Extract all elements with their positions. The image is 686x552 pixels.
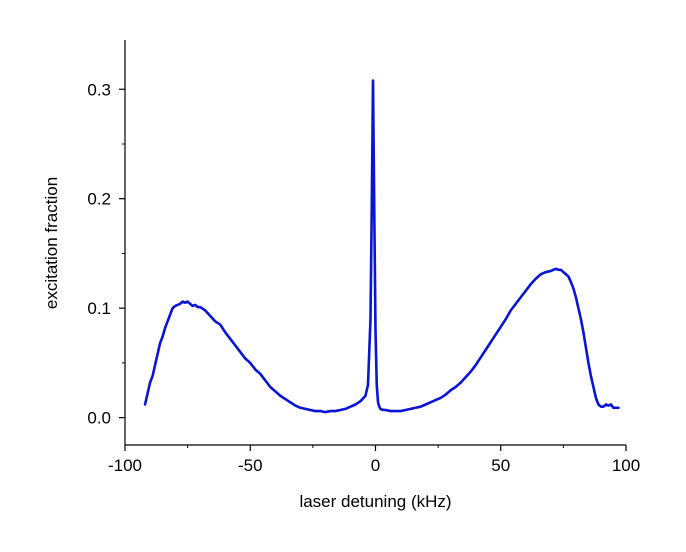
x-axis-title: laser detuning (kHz) [299, 492, 451, 511]
y-tick-label: 0.0 [87, 409, 111, 428]
x-ticks: -100 -50 0 50 100 [108, 445, 640, 475]
x-tick-label: 50 [491, 456, 510, 475]
y-tick-label: 0.2 [87, 190, 111, 209]
y-ticks: 0.0 0.1 0.2 0.3 [87, 80, 125, 428]
x-tick-label: -50 [238, 456, 263, 475]
series-line [143, 79, 620, 414]
x-tick-label: -100 [108, 456, 142, 475]
plot-area [143, 79, 620, 414]
y-axis-title: excitation fraction [42, 177, 61, 309]
y-tick-label: 0.3 [87, 80, 111, 99]
x-tick-label: 0 [371, 456, 380, 475]
x-tick-label: 100 [612, 456, 640, 475]
y-tick-label: 0.1 [87, 299, 111, 318]
